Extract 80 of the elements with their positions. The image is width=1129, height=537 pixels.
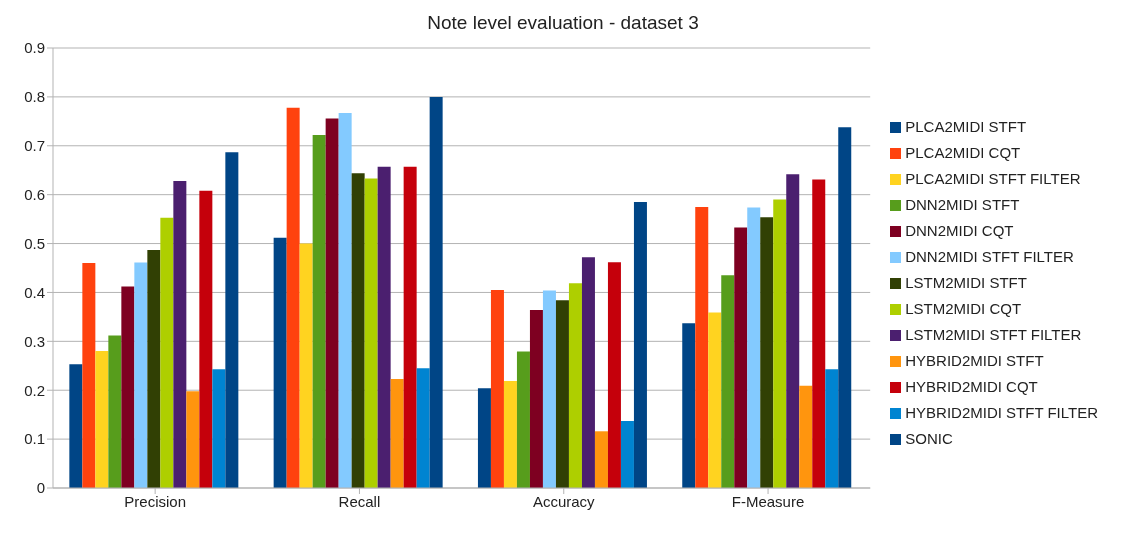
- bar: [147, 249, 161, 488]
- legend-label: PLCA2MIDI CQT: [905, 144, 1021, 161]
- y-tick-label: 0.7: [24, 137, 45, 155]
- bar: [529, 310, 543, 488]
- bar: [403, 166, 417, 488]
- bar: [299, 243, 313, 488]
- x-tick-label: Precision: [124, 492, 186, 510]
- legend-label: HYBRID2MIDI STFT FILTER: [905, 404, 1098, 421]
- chart-title: Note level evaluation - dataset 3: [426, 11, 700, 35]
- bar: [786, 174, 800, 488]
- bar: [760, 217, 774, 488]
- bar: [416, 368, 430, 488]
- bar: [69, 364, 83, 488]
- bar: [708, 312, 722, 488]
- y-tick-label: 0.9: [24, 39, 45, 57]
- bar: [273, 237, 287, 488]
- x-tick-label: Accuracy: [532, 492, 596, 510]
- bar: [390, 378, 404, 488]
- bar: [503, 380, 517, 488]
- bar: [734, 227, 748, 488]
- legend-label: PLCA2MIDI STFT FILTER: [905, 170, 1081, 187]
- bar: [199, 190, 213, 488]
- bar: [134, 262, 148, 488]
- legend-label: PLCA2MIDI STFT: [905, 118, 1027, 135]
- bar: [429, 96, 443, 488]
- bar: [721, 275, 735, 488]
- bar: [620, 421, 634, 488]
- bar: [82, 263, 96, 488]
- bar: [286, 107, 300, 488]
- bar: [325, 118, 339, 488]
- bar: [773, 199, 787, 488]
- legend-label: LSTM2MIDI STFT FILTER: [905, 326, 1082, 343]
- legend-label: DNN2MIDI STFT FILTER: [905, 248, 1074, 265]
- bar: [377, 166, 391, 488]
- bar: [477, 388, 491, 488]
- bar: [594, 431, 608, 488]
- bar: [812, 179, 826, 488]
- bar: [108, 335, 122, 488]
- legend-label: DNN2MIDI CQT: [905, 222, 1014, 239]
- legend-label: HYBRID2MIDI CQT: [905, 378, 1038, 395]
- bar: [95, 351, 109, 488]
- y-tick-label: 0.6: [24, 185, 45, 203]
- legend-label: LSTM2MIDI CQT: [905, 300, 1022, 317]
- bar: [825, 369, 839, 488]
- y-tick-label: 0.5: [24, 234, 45, 252]
- legend-label: SONIC: [905, 430, 953, 447]
- bar: [799, 385, 813, 488]
- bar: [516, 351, 530, 488]
- bar: [633, 202, 647, 488]
- y-tick-label: 0.2: [24, 381, 45, 399]
- y-tick-label: 0.1: [24, 430, 45, 448]
- bar: [351, 173, 365, 488]
- legend-label: DNN2MIDI STFT: [905, 196, 1020, 213]
- bar: [160, 217, 174, 488]
- y-tick-label: 0.3: [24, 332, 45, 350]
- bar: [121, 286, 135, 488]
- y-tick-label: 0.8: [24, 88, 45, 106]
- bar: [682, 323, 696, 488]
- bar: [838, 127, 852, 488]
- bar: [338, 113, 352, 488]
- bar: [312, 135, 326, 488]
- bar: [555, 300, 569, 488]
- x-tick-label: Recall: [338, 492, 381, 510]
- bar: [747, 207, 761, 488]
- bar: [695, 206, 709, 488]
- bar: [581, 257, 595, 488]
- bar: [364, 178, 378, 488]
- bar: [490, 290, 504, 488]
- y-tick-label: 0.4: [24, 283, 45, 301]
- bar: [173, 180, 187, 488]
- x-tick-label: F-Measure: [731, 492, 805, 510]
- bar: [607, 262, 621, 488]
- bar: [225, 152, 239, 488]
- legend-label: HYBRID2MIDI STFT: [905, 352, 1044, 369]
- bar: [568, 283, 582, 488]
- bar: [186, 391, 200, 488]
- legend-label: LSTM2MIDI STFT: [905, 274, 1027, 291]
- bar: [212, 369, 226, 488]
- y-tick-label: 0: [36, 479, 45, 497]
- bar: [542, 290, 556, 488]
